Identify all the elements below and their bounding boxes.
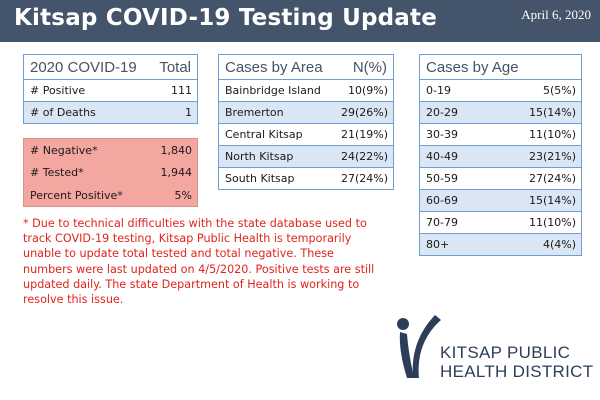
row-label: 40-49 xyxy=(426,150,458,163)
table-row: Central Kitsap 21(19%) xyxy=(219,124,393,146)
row-value: 1,840 xyxy=(160,143,193,157)
summary-table: 2020 COVID-19 Total # Positive 111 # of … xyxy=(23,54,198,124)
row-value: 15(14%) xyxy=(528,194,576,207)
row-label: 70-79 xyxy=(426,216,458,229)
row-value: 1,944 xyxy=(160,166,193,180)
table-row: 60-69 15(14%) xyxy=(420,190,581,212)
row-value: 1 xyxy=(185,106,192,119)
summary-table-title: 2020 COVID-19 xyxy=(30,58,137,76)
kitsap-health-logo-icon xyxy=(397,315,441,378)
table-row: 80+ 4(4%) xyxy=(420,234,581,256)
row-value: 27(24%) xyxy=(528,172,576,185)
area-table-title: Cases by Area xyxy=(225,58,323,76)
age-table-title: Cases by Age xyxy=(426,58,519,76)
organization-name-line1: KITSAP PUBLIC xyxy=(440,343,571,362)
row-label: 50-59 xyxy=(426,172,458,185)
summary-table-header: 2020 COVID-19 Total xyxy=(24,55,197,80)
row-label: 30-39 xyxy=(426,128,458,141)
row-value: 111 xyxy=(171,84,192,97)
row-label: 60-69 xyxy=(426,194,458,207)
header-banner: Kitsap COVID-19 Testing Update April 6, … xyxy=(0,0,600,42)
table-row: 40-49 23(21%) xyxy=(420,146,581,168)
cases-by-area-table: Cases by Area N(%) Bainbridge Island 10(… xyxy=(218,54,394,190)
row-value: 21(19%) xyxy=(340,128,388,141)
row-label: # Negative* xyxy=(30,143,98,157)
table-row: North Kitsap 24(22%) xyxy=(219,146,393,168)
table-row: # Negative* 1,840 xyxy=(24,139,197,162)
row-label: Bainbridge Island xyxy=(225,84,321,97)
row-label: # of Deaths xyxy=(30,106,96,119)
table-row: South Kitsap 27(24%) xyxy=(219,168,393,190)
table-row: Bainbridge Island 10(9%) xyxy=(219,80,393,102)
table-row: Percent Positive* 5% xyxy=(24,184,197,207)
row-label: 0-19 xyxy=(426,84,451,97)
row-label: 20-29 xyxy=(426,106,458,119)
table-row: # Positive 111 xyxy=(24,80,197,102)
table-row: 50-59 27(24%) xyxy=(420,168,581,190)
table-row: 20-29 15(14%) xyxy=(420,102,581,124)
testing-data-note: * Due to technical difficulties with the… xyxy=(23,217,375,307)
organization-name-line2: HEALTH DISTRICT xyxy=(440,362,594,381)
row-value: 15(14%) xyxy=(528,106,576,119)
row-value: 23(21%) xyxy=(528,150,576,163)
row-label: Percent Positive* xyxy=(30,188,123,202)
testing-box: # Negative* 1,840 # Tested* 1,944 Percen… xyxy=(23,138,198,207)
row-value: 29(26%) xyxy=(340,106,388,119)
area-value-header: N(%) xyxy=(352,58,387,76)
row-label: Central Kitsap xyxy=(225,128,303,141)
row-value: 27(24%) xyxy=(340,172,388,185)
row-label: # Tested* xyxy=(30,166,84,180)
table-row: 30-39 11(10%) xyxy=(420,124,581,146)
row-label: 80+ xyxy=(426,238,450,251)
cases-by-age-table: Cases by Age 0-19 5(5%) 20-29 15(14%) 30… xyxy=(419,54,582,256)
age-table-header: Cases by Age xyxy=(420,55,581,80)
row-label: North Kitsap xyxy=(225,150,294,163)
page-title: Kitsap COVID-19 Testing Update xyxy=(14,5,437,31)
row-value: 5(5%) xyxy=(542,84,576,97)
organization-name: KITSAP PUBLIC HEALTH DISTRICT xyxy=(440,343,593,381)
table-row: # of Deaths 1 xyxy=(24,102,197,124)
area-table-header: Cases by Area N(%) xyxy=(219,55,393,80)
row-label: Bremerton xyxy=(225,106,284,119)
table-row: Bremerton 29(26%) xyxy=(219,102,393,124)
update-date: April 6, 2020 xyxy=(521,7,591,22)
row-value: 11(10%) xyxy=(528,128,576,141)
row-value: 11(10%) xyxy=(528,216,576,229)
row-value: 4(4%) xyxy=(542,238,576,251)
row-label: South Kitsap xyxy=(225,172,295,185)
row-label: # Positive xyxy=(30,84,86,97)
row-value: 24(22%) xyxy=(340,150,388,163)
row-value: 10(9%) xyxy=(347,84,388,97)
table-row: 70-79 11(10%) xyxy=(420,212,581,234)
table-row: 0-19 5(5%) xyxy=(420,80,581,102)
table-row: # Tested* 1,944 xyxy=(24,162,197,185)
summary-total-header: Total xyxy=(159,58,191,76)
row-value: 5% xyxy=(174,188,192,202)
